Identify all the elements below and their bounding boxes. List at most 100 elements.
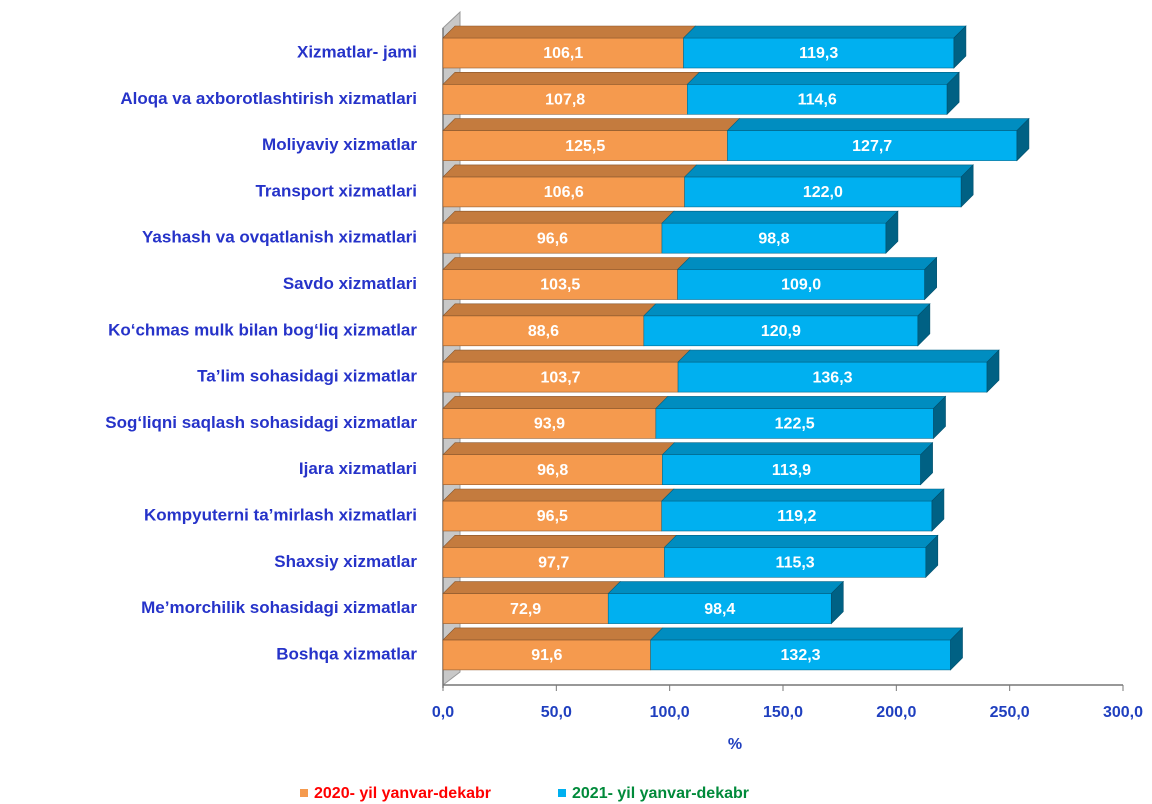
bar-top [442,488,675,502]
value-label: 96,5 [537,508,568,525]
bar-segment [676,256,938,301]
value-label: 122,5 [775,416,815,433]
x-axis-label: % [728,736,742,753]
bar-top [442,118,741,131]
value-label: 93,9 [534,416,565,433]
bar-front [442,269,678,300]
category-label: Boshqa xizmatlar [276,644,417,663]
category-label: Savdo xizmatlari [283,274,417,293]
bar-segment [683,164,974,208]
bar-side [986,349,1000,393]
value-label: 98,8 [758,230,789,247]
value-label: 96,6 [537,230,568,247]
category-label: Moliyaviy xizmatlar [262,135,417,154]
bar-front [661,500,933,532]
bar-top [661,210,899,224]
bar-top [643,303,931,317]
bar-segment [442,349,691,393]
value-label: 91,6 [531,647,562,664]
bar-top [442,442,676,456]
bar-front [442,222,663,254]
category-label: Xizmatlar- jami [297,42,417,61]
bar-segment [663,534,939,579]
bar-segment [442,581,621,624]
category-label: Shaxsiy xizmatlar [274,552,417,571]
category-label: Kompyuterni ta’mirlash xizmatlari [144,505,417,524]
bar-top [649,627,964,641]
bar-top [442,627,664,641]
bar-front [442,37,684,69]
category-label: Transport xizmatlari [255,181,417,200]
value-label: 96,8 [537,462,568,479]
value-label: 72,9 [510,601,541,618]
bar-segment [686,71,960,116]
x-tick-label: 0,0 [432,704,454,721]
category-label: Sog‘liqni saqlash sohasidagi xizmatlar [105,413,417,432]
legend-label: 2020- yil yanvar-dekabr [314,785,491,802]
bar-top [442,349,691,363]
bar-top [661,488,945,502]
category-label: Me’morchilik sohasidagi xizmatlar [141,598,417,617]
bar-front [661,222,887,254]
bar-segment [726,117,1030,162]
bar-side [950,627,963,671]
bar-segment [442,488,675,532]
value-label: 132,3 [781,647,821,664]
bar-segment [442,627,664,671]
bar-front [442,639,651,671]
bar-front [442,361,679,393]
bar-top [442,72,701,85]
category-label: Ijara xizmatlari [299,459,417,478]
value-label: 98,4 [704,601,735,618]
bar-front [442,130,728,161]
bar-front [683,37,955,69]
bar-segment [677,349,1000,393]
bar-front [727,130,1018,161]
bar-top [677,349,1000,363]
bar-segment [442,25,697,69]
value-label: 114,6 [798,92,837,109]
bar-side [917,303,931,347]
value-label: 109,0 [781,277,821,294]
value-label: 107,8 [545,92,585,109]
bar-front [607,593,832,624]
bar-segment [682,25,967,69]
value-label: 120,9 [761,323,801,340]
value-label: 106,1 [543,45,583,62]
bar-segment [442,303,657,347]
x-tick-label: 50,0 [541,704,572,721]
category-label: Yashash va ovqatlanish xizmatlari [142,228,417,247]
bar-front [677,361,988,393]
bar-front [643,315,919,347]
bar-top [683,164,974,178]
category-label: Ta’lim sohasidagi xizmatlar [197,367,417,386]
bar-top [655,396,947,409]
bar-segment [649,627,964,671]
bar-top [442,303,657,317]
bar-front [442,593,609,624]
value-label: 119,3 [799,45,838,62]
bar-segment [655,395,947,440]
x-tick-label: 250,0 [990,704,1030,721]
value-label: 119,2 [777,508,816,525]
bar-front [662,454,921,486]
bar-top [442,396,669,409]
x-tick-label: 150,0 [763,704,803,721]
bar-front [442,454,663,486]
bar-side [946,71,960,116]
bar-side [960,164,974,208]
value-label: 125,5 [565,138,605,155]
legend-label: 2021- yil yanvar-dekabr [572,785,749,802]
bar-side [925,534,939,579]
bar-front [684,176,962,208]
bar-side [924,256,937,301]
bar-top [726,118,1030,131]
bar-segment [661,488,945,532]
bar-front [442,176,685,208]
value-label: 113,9 [772,462,811,479]
legend-swatch [300,789,308,797]
bar-front [442,315,645,347]
bar-top [442,210,675,224]
bar-segment [607,580,845,625]
category-label: Ko‘chmas mulk bilan bog‘liq xizmatlar [108,320,417,339]
